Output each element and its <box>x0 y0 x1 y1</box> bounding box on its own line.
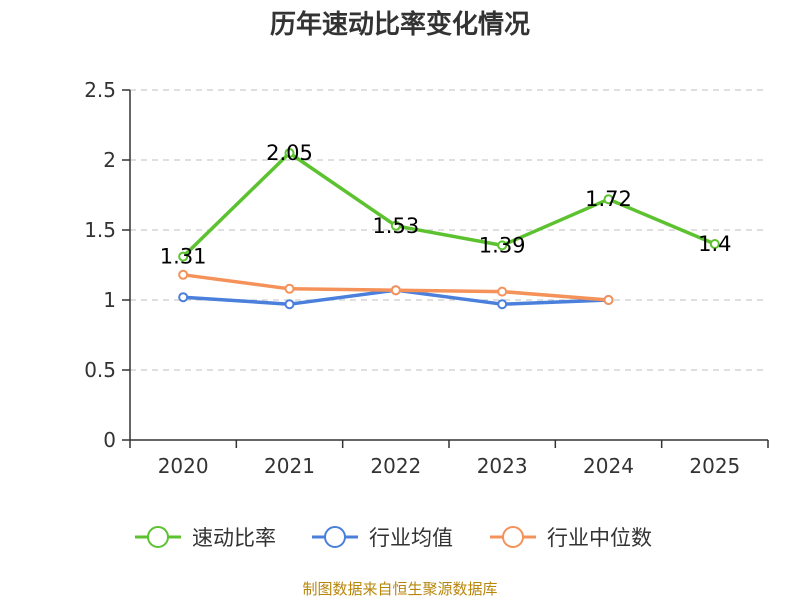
data-label: 1.39 <box>479 233 526 257</box>
data-label: 1.4 <box>698 232 731 256</box>
legend-item-0[interactable]: 速动比率 <box>135 526 276 550</box>
y-tick-label: 1 <box>103 288 116 312</box>
y-tick-label: 2.5 <box>84 78 116 102</box>
data-point <box>603 295 614 305</box>
legend-label: 速动比率 <box>192 526 276 550</box>
series-line-0 <box>181 151 717 259</box>
data-point <box>497 299 508 310</box>
y-tick-label: 2 <box>103 148 116 172</box>
x-tick-label: 2022 <box>370 454 421 478</box>
data-point <box>390 285 401 296</box>
data-point <box>497 286 508 297</box>
data-point <box>603 194 614 205</box>
legend-item-1[interactable]: 行业均值 <box>312 526 453 550</box>
y-tick-label: 0.5 <box>84 358 116 382</box>
data-point <box>497 240 508 251</box>
data-point <box>284 148 295 158</box>
x-tick-label: 2021 <box>264 454 315 478</box>
chart-title: 历年速动比率变化情况 <box>270 9 530 40</box>
x-tick-label: 2025 <box>689 454 740 478</box>
data-point <box>178 269 189 280</box>
data-label: 2.05 <box>266 141 313 165</box>
data-point <box>284 283 295 294</box>
data-label: 1.72 <box>585 187 632 211</box>
legend-marker <box>324 526 346 548</box>
data-point <box>178 292 189 303</box>
data-point <box>178 251 189 262</box>
data-label: 1.31 <box>160 245 207 269</box>
x-tick-label: 2020 <box>158 454 209 478</box>
data-point <box>390 220 401 231</box>
legend-item-2[interactable]: 行业中位数 <box>490 526 652 550</box>
legend-marker <box>502 526 524 548</box>
x-tick-label: 2024 <box>583 454 634 478</box>
data-point <box>709 239 720 249</box>
legend-label: 行业均值 <box>369 526 453 550</box>
legend-label: 行业中位数 <box>547 526 652 550</box>
y-tick-label: 0 <box>103 428 116 452</box>
data-point <box>284 299 295 310</box>
x-tick-label: 2023 <box>477 454 528 478</box>
data-label: 1.53 <box>372 214 419 238</box>
legend-marker <box>147 526 169 548</box>
y-tick-label: 1.5 <box>84 218 116 242</box>
source-note: 制图数据来自恒生聚源数据库 <box>302 580 497 598</box>
